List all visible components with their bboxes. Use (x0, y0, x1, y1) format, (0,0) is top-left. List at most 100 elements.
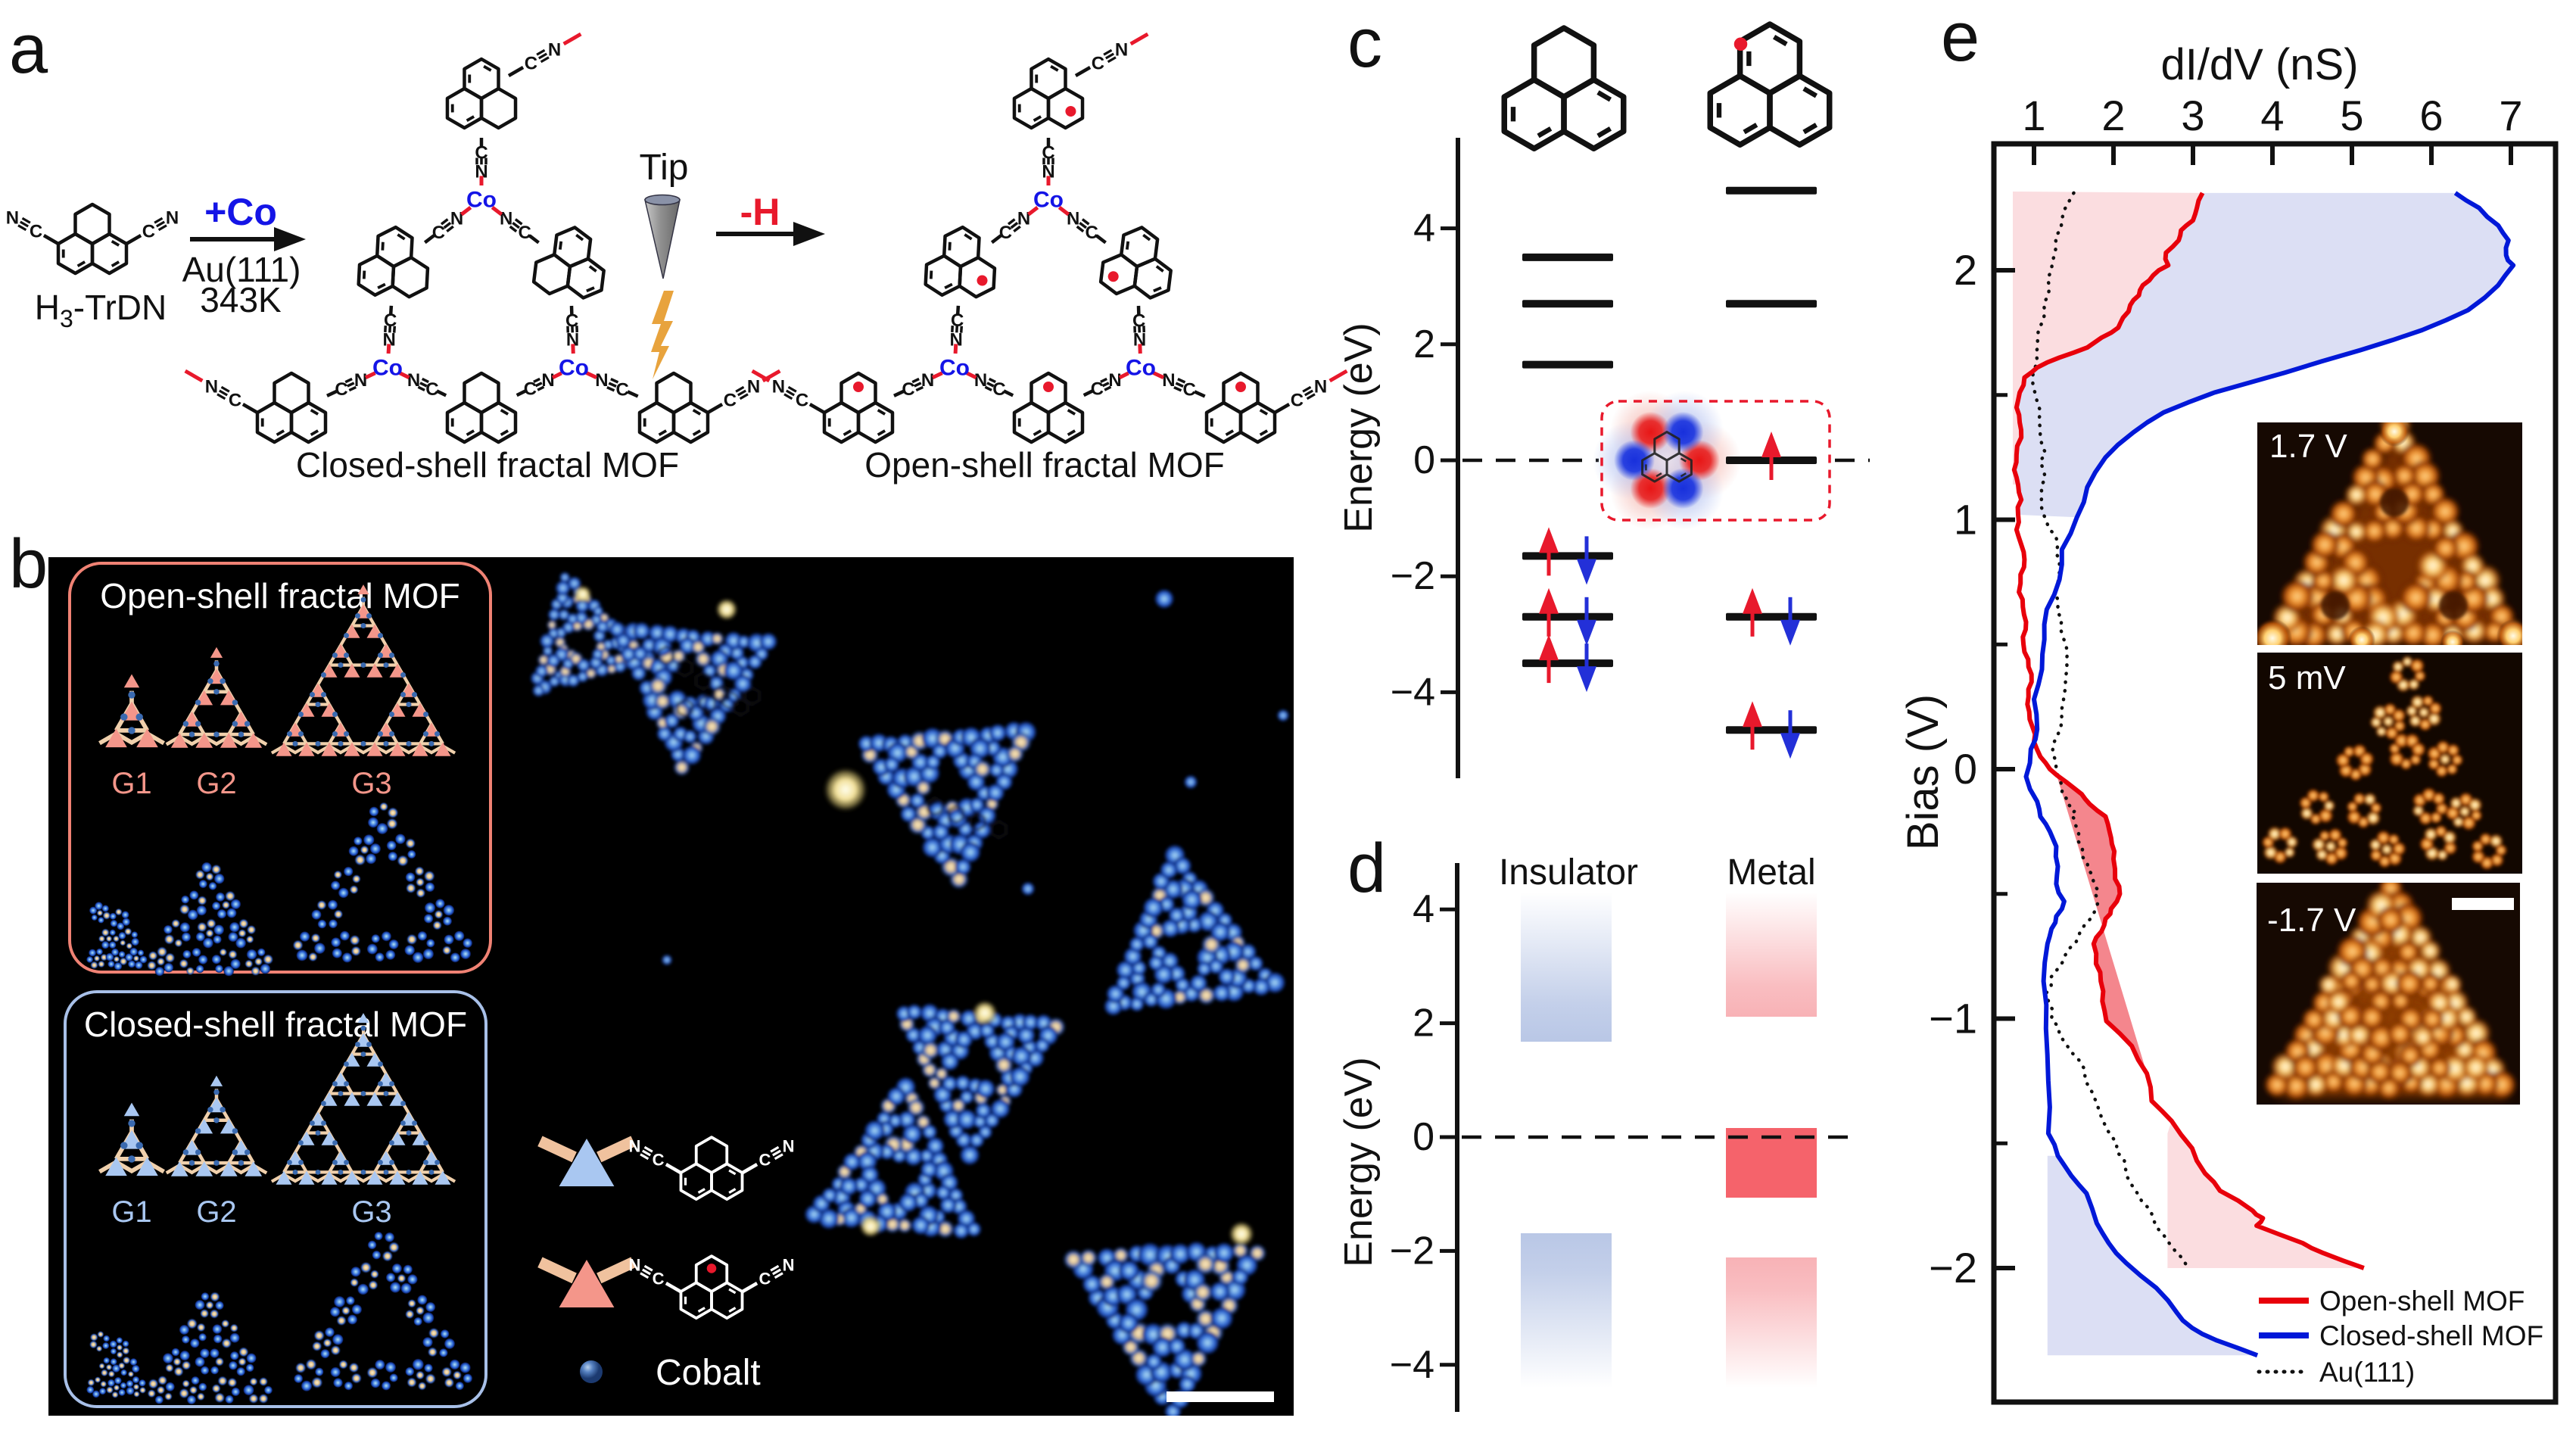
svg-text:Closed-shell fractal MOF: Closed-shell fractal MOF (84, 1005, 467, 1044)
svg-text:C: C (1132, 310, 1145, 331)
svg-text:N: N (205, 376, 218, 397)
svg-text:C: C (1291, 390, 1304, 410)
svg-text:Bias (V): Bias (V) (1899, 694, 1948, 850)
svg-text:343K: 343K (200, 280, 282, 319)
svg-text:1: 1 (1954, 496, 1977, 544)
svg-text:e: e (1941, 0, 1980, 76)
svg-text:-H: -H (740, 191, 780, 233)
svg-text:C: C (524, 379, 537, 400)
svg-text:N: N (1108, 370, 1121, 391)
svg-text:N: N (166, 207, 179, 228)
svg-text:Open-shell MOF: Open-shell MOF (2319, 1285, 2525, 1317)
svg-text:0: 0 (1413, 438, 1435, 482)
svg-text:N: N (548, 39, 561, 60)
svg-text:N: N (407, 370, 420, 391)
svg-text:C: C (616, 380, 629, 400)
svg-text:N: N (595, 370, 608, 391)
svg-text:C: C (1091, 379, 1104, 400)
svg-text:C: C (519, 223, 531, 243)
svg-text:d: d (1347, 830, 1386, 907)
svg-text:N: N (783, 1137, 795, 1156)
svg-text:H3-TrDN: H3-TrDN (35, 288, 167, 332)
svg-text:C: C (1092, 53, 1104, 73)
svg-text:C: C (758, 1151, 771, 1170)
svg-text:−4: −4 (1390, 1343, 1434, 1387)
svg-text:C: C (425, 379, 438, 400)
svg-text:+Co: +Co (204, 191, 277, 233)
svg-text:C: C (30, 221, 42, 242)
svg-text:Open-shell fractal MOF: Open-shell fractal MOF (100, 576, 459, 615)
svg-text:N: N (747, 376, 760, 397)
svg-text:C: C (565, 310, 578, 331)
svg-text:2: 2 (2101, 92, 2125, 139)
svg-text:Energy (eV): Energy (eV) (1337, 323, 1381, 532)
svg-text:G3: G3 (351, 767, 391, 800)
svg-text:−2: −2 (1390, 1229, 1434, 1273)
svg-text:5 mV: 5 mV (2268, 659, 2346, 696)
svg-text:N: N (1133, 330, 1146, 351)
svg-text:N: N (950, 330, 963, 351)
svg-text:-1.7 V: -1.7 V (2267, 902, 2356, 939)
svg-text:N: N (1162, 370, 1175, 391)
svg-text:G2: G2 (196, 1195, 236, 1229)
svg-text:Metal: Metal (1727, 852, 1815, 893)
svg-text:Closed-shell MOF: Closed-shell MOF (2319, 1320, 2543, 1351)
svg-text:4: 4 (2260, 92, 2284, 139)
svg-text:Co: Co (372, 356, 403, 381)
svg-text:−1: −1 (1929, 995, 1977, 1042)
svg-text:Co: Co (939, 356, 970, 381)
svg-text:0: 0 (1413, 1115, 1434, 1159)
svg-text:C: C (796, 390, 808, 410)
svg-text:C: C (142, 221, 155, 242)
svg-text:Open-shell fractal MOF: Open-shell fractal MOF (864, 445, 1224, 485)
svg-text:N: N (1017, 208, 1030, 229)
svg-text:N: N (783, 1256, 795, 1275)
svg-text:N: N (628, 1256, 640, 1275)
svg-text:N: N (772, 376, 785, 397)
svg-text:C: C (384, 310, 397, 331)
svg-text:N: N (383, 330, 396, 351)
svg-text:N: N (354, 370, 367, 391)
svg-text:N: N (628, 1137, 640, 1156)
svg-text:2: 2 (1954, 246, 1977, 294)
svg-text:N: N (1067, 208, 1079, 229)
svg-text:0: 0 (1954, 745, 1977, 793)
svg-text:Co: Co (1126, 356, 1156, 381)
svg-text:4: 4 (1413, 887, 1434, 931)
svg-text:Closed-shell fractal MOF: Closed-shell fractal MOF (296, 445, 679, 485)
svg-text:Tip: Tip (640, 148, 689, 188)
svg-text:G1: G1 (111, 767, 151, 800)
svg-text:C: C (525, 53, 537, 73)
svg-text:C: C (653, 1270, 665, 1289)
svg-text:Energy (eV): Energy (eV) (1337, 1057, 1381, 1267)
svg-text:1: 1 (2022, 92, 2045, 139)
svg-text:Co: Co (559, 356, 589, 381)
svg-text:N: N (1042, 162, 1054, 182)
svg-text:−2: −2 (1391, 554, 1435, 598)
svg-text:C: C (992, 379, 1005, 400)
svg-text:C: C (951, 310, 964, 331)
svg-text:G3: G3 (351, 1195, 391, 1229)
svg-text:Cobalt: Cobalt (656, 1353, 761, 1393)
svg-text:C: C (758, 1270, 771, 1289)
svg-text:N: N (974, 370, 987, 391)
svg-text:6: 6 (2419, 92, 2443, 139)
svg-text:N: N (921, 370, 934, 391)
svg-text:N: N (541, 370, 554, 391)
svg-text:C: C (335, 379, 347, 400)
svg-text:N: N (500, 208, 512, 229)
svg-text:N: N (6, 207, 19, 228)
svg-text:a: a (9, 11, 48, 88)
svg-text:4: 4 (1413, 207, 1435, 251)
svg-text:7: 7 (2499, 92, 2522, 139)
svg-text:C: C (432, 223, 445, 243)
svg-text:2: 2 (1413, 323, 1435, 366)
svg-text:C: C (1086, 223, 1098, 243)
svg-text:C: C (653, 1151, 665, 1170)
svg-text:Au(111): Au(111) (182, 250, 301, 289)
svg-text:Insulator: Insulator (1499, 852, 1638, 893)
svg-text:G2: G2 (196, 767, 236, 800)
svg-text:Co: Co (1033, 188, 1064, 213)
svg-text:3: 3 (2181, 92, 2204, 139)
svg-text:b: b (9, 525, 48, 603)
